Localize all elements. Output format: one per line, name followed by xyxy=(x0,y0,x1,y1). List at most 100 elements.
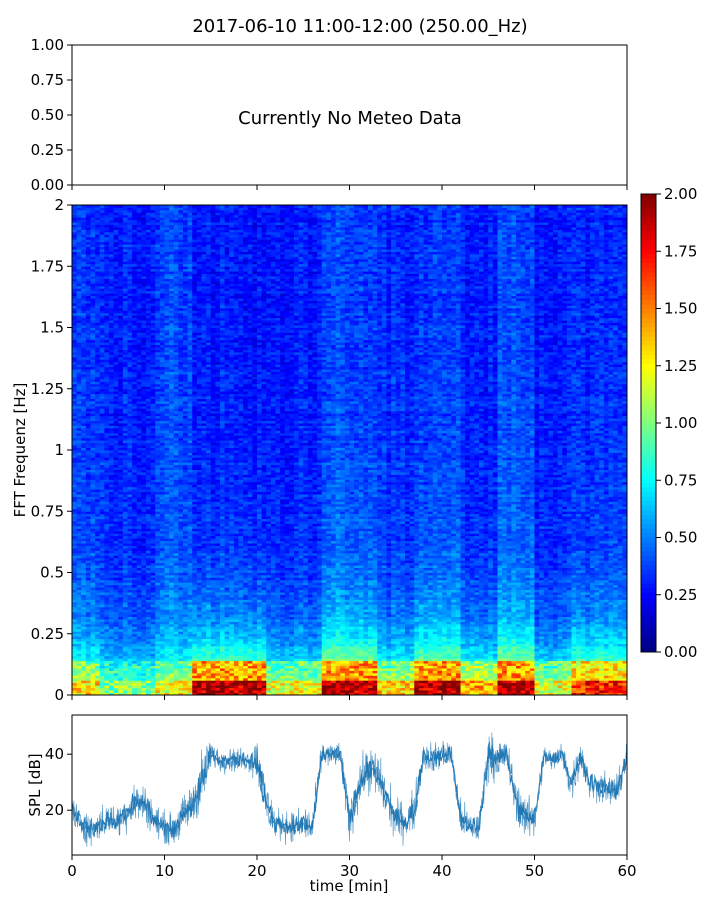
spectrogram-cell xyxy=(174,242,179,245)
spectrogram-cell xyxy=(141,281,146,284)
spectrogram-cell xyxy=(160,626,165,629)
spectrogram-cell xyxy=(151,345,156,348)
spectrogram-cell xyxy=(72,264,77,267)
spectrogram-cell xyxy=(146,237,151,240)
spectrogram-cell xyxy=(77,543,82,546)
spectrogram-cell xyxy=(169,416,174,419)
spectrogram-cell xyxy=(123,538,128,541)
spectrogram-cell xyxy=(165,479,170,482)
spectrogram-cell xyxy=(169,595,174,598)
spectrogram-cell xyxy=(77,548,82,551)
spectrogram-cell xyxy=(81,377,86,380)
spectrogram-cell xyxy=(155,604,160,607)
spectrogram-cell xyxy=(100,212,105,215)
spectrogram-cell xyxy=(137,303,142,306)
spectrogram-cell xyxy=(81,570,86,573)
spectrogram-cell xyxy=(91,460,96,463)
spectrogram-cell xyxy=(128,636,133,639)
spectrogram-cell xyxy=(81,470,86,473)
spectrogram-cell xyxy=(132,217,137,220)
spectrogram-cell xyxy=(169,232,174,235)
spectrogram-cell xyxy=(151,558,156,561)
spectrogram-cell xyxy=(132,555,137,558)
spectrogram-cell xyxy=(160,227,165,230)
spectrogram-cell xyxy=(128,328,133,331)
spectrogram-cell xyxy=(109,617,114,620)
spectrogram-cell xyxy=(118,256,123,259)
spectrogram-cell xyxy=(151,639,156,642)
spectrogram-cell xyxy=(118,526,123,529)
spectrogram-cell xyxy=(123,533,128,536)
spectrogram-cell xyxy=(160,607,165,610)
spectrogram-cell xyxy=(141,472,146,475)
spectrogram-cell xyxy=(137,631,142,634)
spectrogram-cell xyxy=(132,220,137,223)
spectrogram-cell xyxy=(114,452,119,455)
spectrogram-cell xyxy=(118,604,123,607)
spectrogram-cell xyxy=(118,675,123,678)
spectrogram-cell xyxy=(141,315,146,318)
spectrogram-cell xyxy=(183,455,188,458)
spectrogram-cell xyxy=(114,406,119,409)
spectrogram-cell xyxy=(174,553,179,556)
spectrogram-cell xyxy=(165,577,170,580)
spectrogram-cell xyxy=(174,252,179,255)
spectrogram-cell xyxy=(86,384,91,387)
spectrogram-cell xyxy=(160,661,165,664)
spectrogram-cell xyxy=(137,259,142,262)
spectrogram-cell xyxy=(123,592,128,595)
spectrogram-cell xyxy=(81,237,86,240)
spectrogram-cell xyxy=(100,261,105,264)
spectrogram-cell xyxy=(81,443,86,446)
spectrogram-cell xyxy=(86,575,91,578)
spectrogram-cell xyxy=(81,658,86,661)
spectrogram-cell xyxy=(81,337,86,340)
spectrogram-cell xyxy=(160,555,165,558)
spectrogram-cell xyxy=(104,266,109,269)
spectrogram-cell xyxy=(72,332,77,335)
spectrogram-cell xyxy=(118,347,123,350)
spectrogram-cell xyxy=(174,354,179,357)
spectrogram-cell xyxy=(169,516,174,519)
spectrogram-cell xyxy=(146,230,151,233)
spectrogram-cell xyxy=(137,428,142,431)
spectrogram-cell xyxy=(118,359,123,362)
spectrogram-cell xyxy=(104,335,109,338)
spectrogram-cell xyxy=(100,580,105,583)
spectrogram-cell xyxy=(169,541,174,544)
spectrogram-cell xyxy=(146,448,151,451)
spectrogram-cell xyxy=(155,310,160,313)
spectrogram-cell xyxy=(114,418,119,421)
spectrogram-cell xyxy=(146,401,151,404)
spectrogram-cell xyxy=(123,332,128,335)
spectrogram-cell xyxy=(118,372,123,375)
spectrogram-cell xyxy=(183,528,188,531)
spectrogram-cell xyxy=(91,465,96,468)
spectrogram-cell xyxy=(128,651,133,654)
spectrogram-cell xyxy=(160,524,165,527)
spectrogram-cell xyxy=(155,386,160,389)
spectrogram-cell xyxy=(160,396,165,399)
spectrogram-cell xyxy=(118,408,123,411)
spectrogram-cell xyxy=(128,509,133,512)
spectrogram-cell xyxy=(137,225,142,228)
spectrogram-cell xyxy=(86,443,91,446)
spectrogram-cell xyxy=(155,227,160,230)
spectrogram-cell xyxy=(81,675,86,678)
spectrogram-cell xyxy=(132,658,137,661)
spectrogram-cell xyxy=(132,482,137,485)
spectrogram-cell xyxy=(137,472,142,475)
spectrogram-cell xyxy=(146,582,151,585)
spectrogram-cell xyxy=(178,690,183,693)
spectrogram-cell xyxy=(174,230,179,233)
spectrogram-cell xyxy=(178,602,183,605)
spectrogram-cell xyxy=(100,340,105,343)
spectrogram-cell xyxy=(77,384,82,387)
spectrogram-cell xyxy=(86,313,91,316)
spectrogram-cell xyxy=(128,313,133,316)
spectrogram-cell xyxy=(132,301,137,304)
spectrogram-cell xyxy=(100,644,105,647)
spectrogram-cell xyxy=(86,337,91,340)
spectrogram-cell xyxy=(77,685,82,688)
spectrogram-cell xyxy=(104,516,109,519)
